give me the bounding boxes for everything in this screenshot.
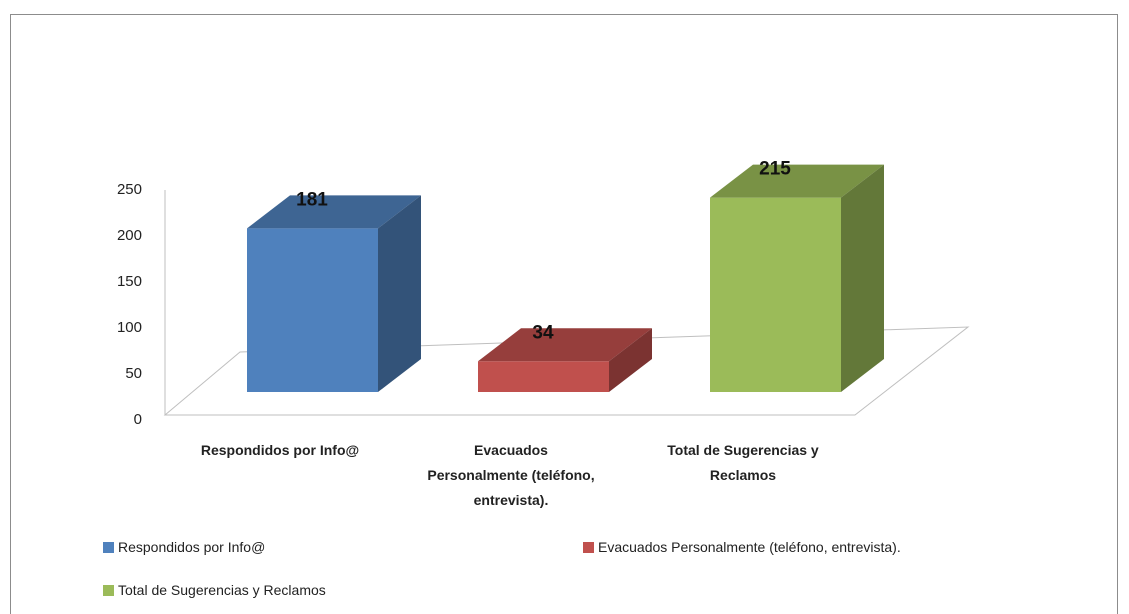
legend-swatch (103, 584, 114, 596)
x-tick-label: Total de Sugerencias y Reclamos (667, 442, 819, 483)
bar-top (710, 164, 884, 198)
bar-side (609, 328, 652, 392)
bar-top (247, 195, 421, 229)
legend-item: Evacuados Personalmente (teléfono, entre… (583, 536, 901, 558)
y-tick-label: 100 (117, 319, 142, 336)
y-tick-label: 200 (117, 227, 142, 244)
bar-front (478, 361, 609, 392)
x-tick-label: Respondidos por Info@ (200, 442, 360, 458)
legend-item: Total de Sugerencias y Reclamos (103, 579, 326, 601)
chart-frame (10, 14, 1118, 614)
y-tick-label: 0 (134, 411, 142, 428)
bar-side (841, 164, 884, 392)
legend-swatch (103, 541, 114, 553)
value-label: 34 (532, 322, 554, 343)
legend-item: Respondidos por Info@ (103, 536, 265, 558)
y-tick-label: 150 (117, 273, 142, 290)
legend-swatch (583, 541, 594, 553)
bar-side (378, 195, 421, 392)
value-label: 215 (759, 159, 791, 180)
bar-front (710, 197, 841, 392)
bar-top (478, 328, 652, 362)
floor (163, 326, 970, 416)
y-tick-label: 250 (117, 181, 142, 198)
value-label: 181 (296, 189, 328, 210)
bar-front (247, 228, 378, 392)
legend-label: Evacuados Personalmente (teléfono, entre… (598, 539, 901, 555)
x-tick-label: Evacuados Personalmente (teléfono, entre… (427, 442, 595, 508)
legend-label: Respondidos por Info@ (118, 539, 266, 555)
legend-label: Total de Sugerencias y Reclamos (118, 582, 326, 598)
y-tick-label: 50 (125, 365, 142, 382)
